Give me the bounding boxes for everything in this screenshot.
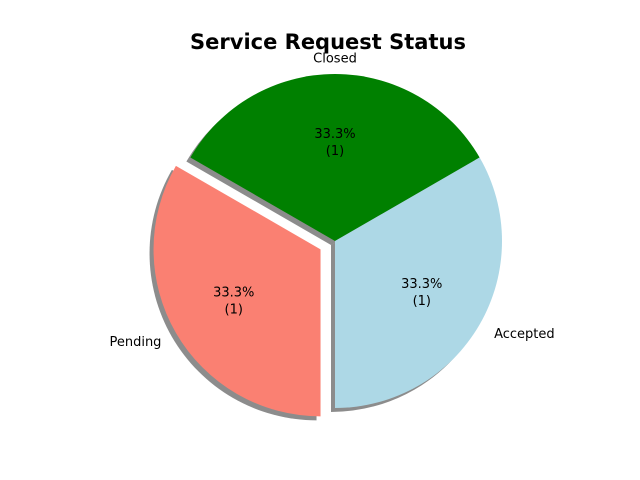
slice-percent-accepted: 33.3% bbox=[401, 277, 442, 292]
slice-percent-pending: 33.3% bbox=[213, 285, 254, 300]
slice-count-pending: (1) bbox=[225, 302, 243, 317]
pie-slice-accepted bbox=[335, 157, 502, 408]
slice-label-closed: Closed bbox=[313, 51, 357, 66]
chart-title: Service Request Status bbox=[190, 30, 466, 54]
slice-label-accepted: Accepted bbox=[494, 327, 555, 342]
pie-slice-pending bbox=[153, 165, 321, 417]
slice-count-accepted: (1) bbox=[413, 294, 431, 309]
pie-slice-closed bbox=[190, 74, 480, 241]
slice-label-pending: Pending bbox=[109, 335, 161, 350]
slice-percent-closed: 33.3% bbox=[314, 127, 355, 142]
slice-count-closed: (1) bbox=[326, 144, 344, 159]
